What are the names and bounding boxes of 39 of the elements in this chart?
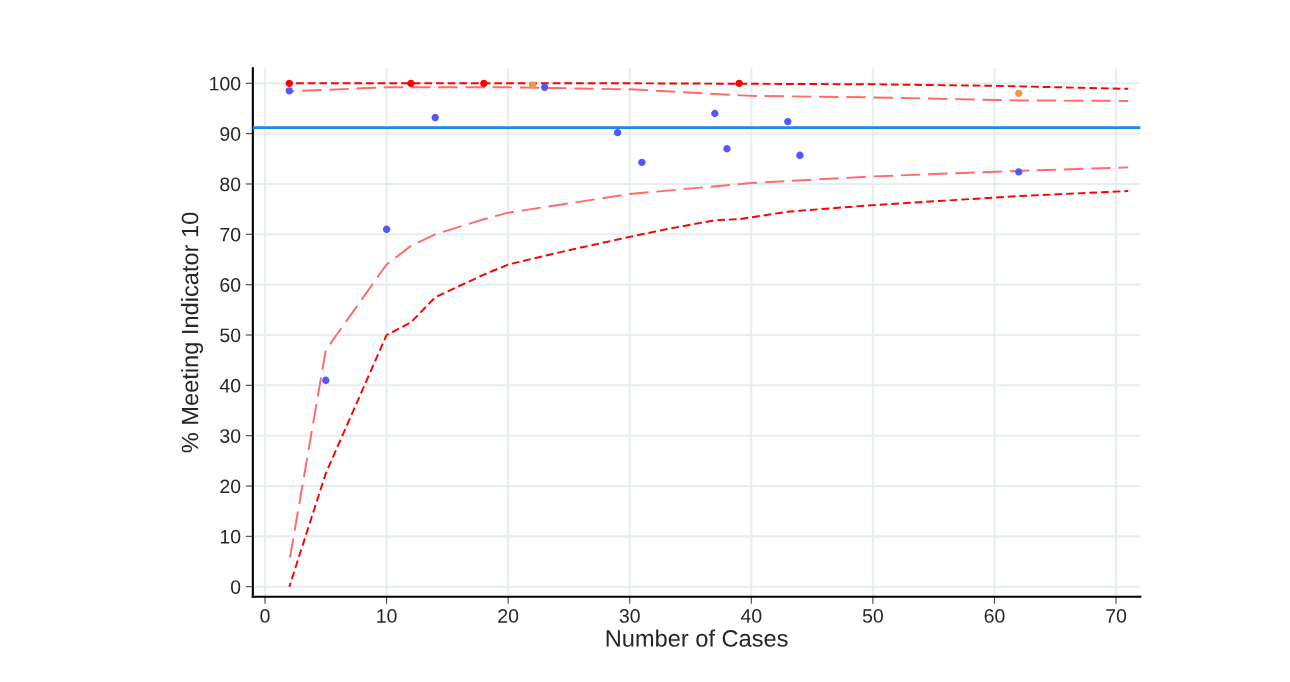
point <box>1015 168 1023 176</box>
point <box>540 83 549 91</box>
point <box>480 79 488 87</box>
point <box>735 79 743 87</box>
y-tick-label: 90 <box>220 127 241 141</box>
y-tick-label: 30 <box>220 429 241 443</box>
y-tick-label: 100 <box>210 76 241 91</box>
point <box>1015 89 1023 98</box>
y-tick-label: 10 <box>220 529 241 544</box>
x-tick-label: 20 <box>498 609 519 623</box>
y-tick-label: 60 <box>220 278 241 292</box>
x-axis-title: Number of Cases <box>606 629 788 647</box>
point <box>285 87 293 95</box>
point <box>613 128 622 137</box>
y-tick-label: 50 <box>220 328 241 343</box>
x-tick-label: 30 <box>619 609 640 623</box>
x-tick-label: 60 <box>984 609 1005 623</box>
point <box>382 225 391 233</box>
point <box>711 109 719 118</box>
point <box>638 158 646 167</box>
y-tick-label: 20 <box>220 479 241 494</box>
x-tick-label: 70 <box>1106 609 1127 623</box>
point <box>528 81 537 89</box>
y-tick-label: 70 <box>220 227 241 242</box>
point <box>796 151 804 159</box>
y-tick-label: 40 <box>219 378 241 393</box>
point <box>784 117 792 126</box>
y-tick-label: 80 <box>220 177 241 192</box>
point <box>431 113 439 122</box>
x-tick-label: 40 <box>740 609 762 623</box>
point <box>285 79 293 87</box>
point <box>407 79 415 87</box>
y-axis-title: % Meeting Indicator 10 <box>181 212 204 453</box>
y-tick-label: 0 <box>230 580 241 594</box>
x-tick-label: 0 <box>260 609 270 623</box>
point <box>723 145 731 153</box>
x-tick-label: 50 <box>862 609 883 623</box>
point <box>322 376 330 384</box>
x-tick-label: 10 <box>377 609 397 623</box>
